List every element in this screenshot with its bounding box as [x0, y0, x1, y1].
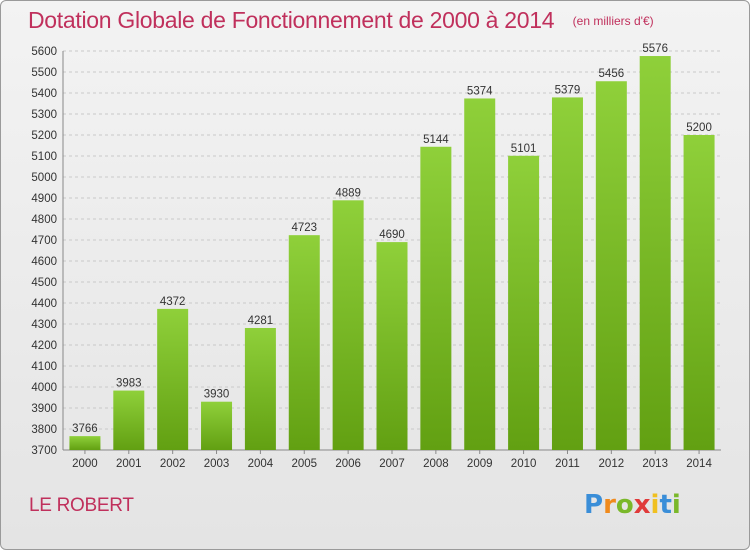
y-tick-label: 4900	[31, 193, 57, 205]
y-tick-label: 5300	[31, 109, 57, 121]
x-tick-label: 2010	[511, 458, 537, 470]
bar-2006	[332, 200, 364, 450]
bar-2000	[69, 436, 101, 450]
y-tick-label: 4700	[31, 235, 57, 247]
y-tick-label: 5400	[31, 88, 57, 100]
data-label: 5101	[511, 143, 537, 155]
y-tick-label: 5100	[31, 151, 57, 163]
data-label: 4723	[291, 222, 317, 234]
x-tick-label: 2011	[555, 458, 580, 470]
data-label: 5379	[555, 84, 581, 96]
data-label: 5200	[686, 122, 712, 134]
y-tick-label: 4500	[31, 277, 57, 289]
y-tick-label: 3900	[31, 403, 57, 415]
bar-2007	[376, 242, 408, 450]
logo-letter: P	[584, 490, 604, 520]
bar-2005	[288, 235, 320, 450]
bar-2002	[157, 308, 189, 450]
x-tick-label: 2007	[379, 458, 405, 470]
x-tick-label: 2002	[160, 458, 186, 470]
data-label: 5576	[642, 43, 668, 55]
bar-2004	[244, 327, 276, 450]
commune-name: LE ROBERT	[29, 495, 134, 516]
chart-unit: (en milliers d'€)	[572, 14, 654, 28]
x-tick-label: 2006	[335, 458, 361, 470]
chart-title: Dotation Globale de Fonctionnement de 20…	[28, 7, 555, 33]
x-tick-label: 2012	[599, 458, 625, 470]
y-tick-label: 3800	[31, 424, 57, 436]
y-tick-label: 5000	[31, 172, 57, 184]
proxiti-logo: Proxiti	[584, 490, 681, 520]
x-tick-label: 2000	[72, 458, 98, 470]
data-label: 3983	[116, 378, 142, 390]
logo-letter: r	[603, 490, 616, 520]
logo-letter: x	[633, 490, 651, 520]
data-label: 4372	[160, 296, 186, 308]
bar-2003	[201, 401, 233, 450]
y-tick-label: 4000	[31, 382, 57, 394]
bar-2008	[420, 146, 452, 450]
y-tick-label: 4100	[31, 361, 57, 373]
y-tick-label: 4300	[31, 319, 57, 331]
data-label: 5456	[599, 68, 625, 80]
data-label: 4889	[335, 187, 361, 199]
logo-letter: i	[671, 490, 681, 520]
bar-2014	[683, 135, 715, 450]
data-label: 4690	[379, 229, 405, 241]
x-tick-label: 2013	[642, 458, 668, 470]
y-tick-label: 4800	[31, 214, 57, 226]
data-label: 3930	[204, 389, 230, 401]
logo-letter: i	[650, 490, 660, 520]
x-tick-label: 2005	[291, 458, 317, 470]
bar-2001	[113, 390, 145, 450]
y-tick-label: 4200	[31, 340, 57, 352]
bar-2009	[464, 98, 496, 451]
chart-header: Dotation Globale de Fonctionnement de 20…	[28, 7, 654, 34]
y-tick-label: 4600	[31, 256, 57, 268]
bar-2010	[508, 155, 540, 451]
x-tick-label: 2001	[116, 458, 142, 470]
bar-2012	[595, 81, 627, 451]
data-label: 5374	[467, 85, 493, 97]
data-label: 4281	[248, 315, 274, 327]
data-label: 5144	[423, 134, 449, 146]
y-tick-label: 5200	[31, 130, 57, 142]
x-tick-label: 2009	[467, 458, 493, 470]
logo-letter: t	[659, 490, 672, 520]
x-tick-label: 2014	[686, 458, 712, 470]
x-tick-label: 2008	[423, 458, 449, 470]
data-label: 3766	[72, 423, 98, 435]
y-tick-label: 3700	[31, 445, 57, 457]
x-tick-label: 2004	[248, 458, 274, 470]
bar-2011	[551, 97, 583, 450]
x-tick-label: 2003	[204, 458, 230, 470]
y-tick-label: 5500	[31, 67, 57, 79]
bar-2013	[639, 56, 671, 450]
y-tick-label: 5600	[31, 46, 57, 58]
y-tick-label: 4400	[31, 298, 57, 310]
logo-letter: o	[615, 490, 634, 520]
